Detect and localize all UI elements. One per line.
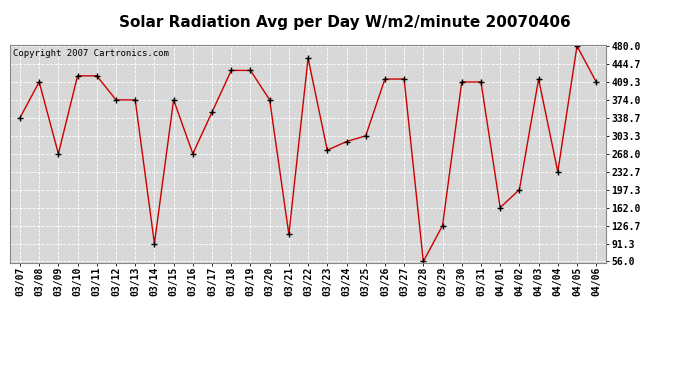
Text: Solar Radiation Avg per Day W/m2/minute 20070406: Solar Radiation Avg per Day W/m2/minute …: [119, 15, 571, 30]
Text: Copyright 2007 Cartronics.com: Copyright 2007 Cartronics.com: [13, 50, 169, 58]
